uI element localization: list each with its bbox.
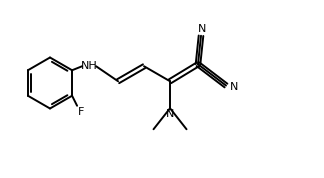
Text: N: N <box>166 109 174 119</box>
Text: NH: NH <box>81 61 98 71</box>
Text: N: N <box>230 82 238 91</box>
Text: F: F <box>78 107 84 117</box>
Text: N: N <box>198 24 206 34</box>
